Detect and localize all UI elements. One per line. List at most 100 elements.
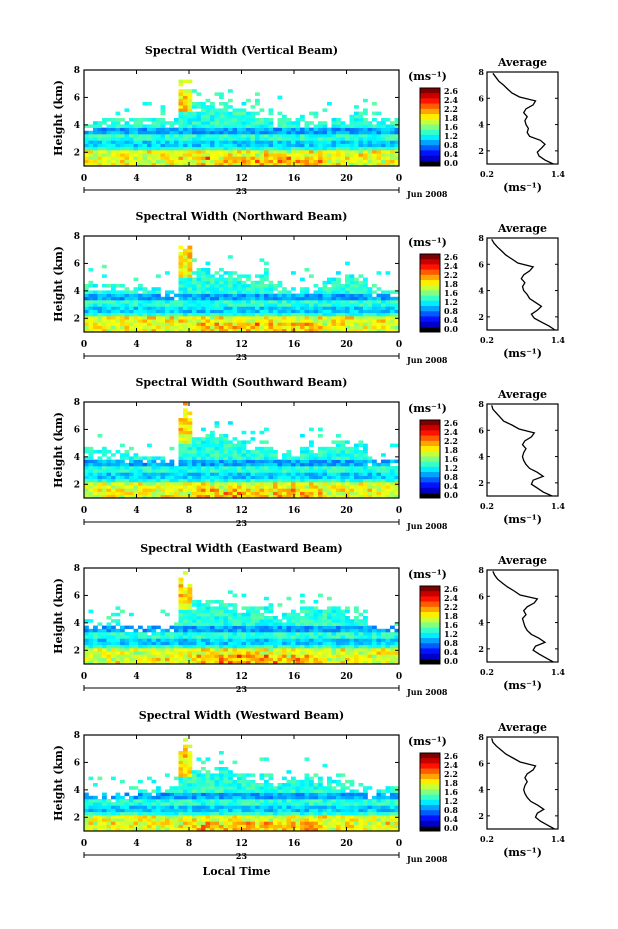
heatmap-cell xyxy=(232,316,238,320)
heatmap-cell xyxy=(93,795,98,800)
heatmap-cell xyxy=(187,303,193,307)
heatmap-cell xyxy=(273,162,278,167)
heatmap-cell xyxy=(210,616,215,620)
heatmap-cell xyxy=(201,478,206,483)
heatmap-cell xyxy=(300,488,305,492)
heatmap-cell xyxy=(336,644,341,649)
heatmap-cell xyxy=(223,271,229,275)
heatmap-cell xyxy=(318,494,323,499)
heatmap-cell xyxy=(210,102,215,106)
heatmap-cell xyxy=(228,616,233,620)
colorbar-tick-label: 0.4 xyxy=(444,481,458,491)
heatmap-cell xyxy=(372,469,377,473)
heatmap-cell xyxy=(124,491,130,496)
heatmap-cell xyxy=(205,287,211,291)
heatmap-cell xyxy=(340,446,346,451)
heatmap-cell xyxy=(277,322,283,326)
heatmap-cell xyxy=(241,293,247,298)
heatmap-cell xyxy=(372,644,377,649)
heatmap-cell xyxy=(277,619,283,623)
heatmap-cell xyxy=(115,478,121,483)
heatmap-cell xyxy=(259,625,265,630)
heatmap-cell xyxy=(106,616,112,620)
heatmap-cell xyxy=(138,779,143,784)
heatmap-cell xyxy=(313,316,319,320)
heatmap-cell xyxy=(93,296,98,301)
heatmap-cell xyxy=(115,808,121,813)
heatmap-cell xyxy=(142,635,148,639)
heatmap-cell xyxy=(259,494,265,499)
heatmap-cell xyxy=(394,290,400,294)
heatmap-cell xyxy=(106,638,112,642)
heatmap-cell xyxy=(183,430,188,435)
heatmap-cell xyxy=(340,156,346,160)
heatmap-cell xyxy=(241,284,247,288)
heatmap-cell xyxy=(259,280,265,285)
heatmap-cell xyxy=(273,488,278,492)
heatmap-cell xyxy=(178,277,184,282)
heatmap-cell xyxy=(156,660,161,665)
heatmap-cell xyxy=(156,648,161,652)
heatmap-cell xyxy=(282,293,287,298)
heatmap-cell xyxy=(277,472,283,476)
heatmap-cell xyxy=(304,306,310,310)
heatmap-cell xyxy=(232,137,238,141)
heatmap-cell xyxy=(241,456,247,460)
heatmap-cell xyxy=(367,293,373,298)
heatmap-cell xyxy=(318,121,323,125)
heatmap-cell xyxy=(331,612,337,617)
heatmap-cell xyxy=(192,616,197,620)
heatmap-cell xyxy=(165,641,170,646)
heatmap-cell xyxy=(151,150,157,154)
heatmap-cell xyxy=(345,312,350,317)
heatmap-cell xyxy=(192,284,197,288)
heatmap-cell xyxy=(250,459,256,464)
heatmap-cell xyxy=(106,296,112,301)
heatmap-cell xyxy=(349,482,355,486)
heatmap-cell xyxy=(210,296,215,301)
heatmap-cell xyxy=(327,296,332,301)
heatmap-cell xyxy=(282,616,287,620)
heatmap-cell xyxy=(313,459,319,464)
heatmap-cell xyxy=(196,284,202,288)
heatmap-cell xyxy=(120,130,125,135)
heatmap-cell xyxy=(241,475,247,480)
heatmap-cell xyxy=(183,411,188,416)
heatmap-cell xyxy=(142,130,148,135)
heatmap-cell xyxy=(327,475,332,480)
heatmap-cell xyxy=(219,491,224,496)
heatmap-cell xyxy=(327,143,332,148)
heatmap-cell xyxy=(165,319,170,323)
heatmap-cell xyxy=(187,162,193,167)
heatmap-cell xyxy=(363,462,368,467)
heatmap-cell xyxy=(309,293,314,298)
colorbar-segment xyxy=(420,466,440,473)
heatmap-cell xyxy=(129,638,134,642)
heatmap-cell xyxy=(165,651,170,655)
heatmap-cell xyxy=(205,274,211,278)
heatmap-cell xyxy=(160,609,166,614)
heatmap-cell xyxy=(273,450,278,454)
heatmap-cell xyxy=(138,660,143,665)
heatmap-cell xyxy=(111,153,116,157)
colorbar-segment xyxy=(420,420,440,426)
heatmap-cell xyxy=(336,651,341,655)
heatmap-cell xyxy=(358,644,364,649)
heatmap-cell xyxy=(129,140,134,144)
heatmap-cell xyxy=(165,654,170,658)
heatmap-cell xyxy=(268,632,274,636)
heatmap-cell xyxy=(390,657,395,662)
heatmap-cell xyxy=(183,108,188,112)
heatmap-cell xyxy=(201,284,206,288)
heatmap-cell xyxy=(178,92,184,96)
heatmap-cell xyxy=(358,625,364,630)
heatmap-cell xyxy=(102,450,107,454)
heatmap-cell xyxy=(241,628,247,633)
heatmap-cell xyxy=(354,491,359,496)
heatmap-cell xyxy=(250,612,256,617)
heatmap-cell xyxy=(246,606,251,610)
heatmap-cell xyxy=(129,456,134,460)
heatmap-cell xyxy=(88,821,94,825)
heatmap-cell xyxy=(241,641,247,646)
heatmap-cell xyxy=(394,121,400,125)
